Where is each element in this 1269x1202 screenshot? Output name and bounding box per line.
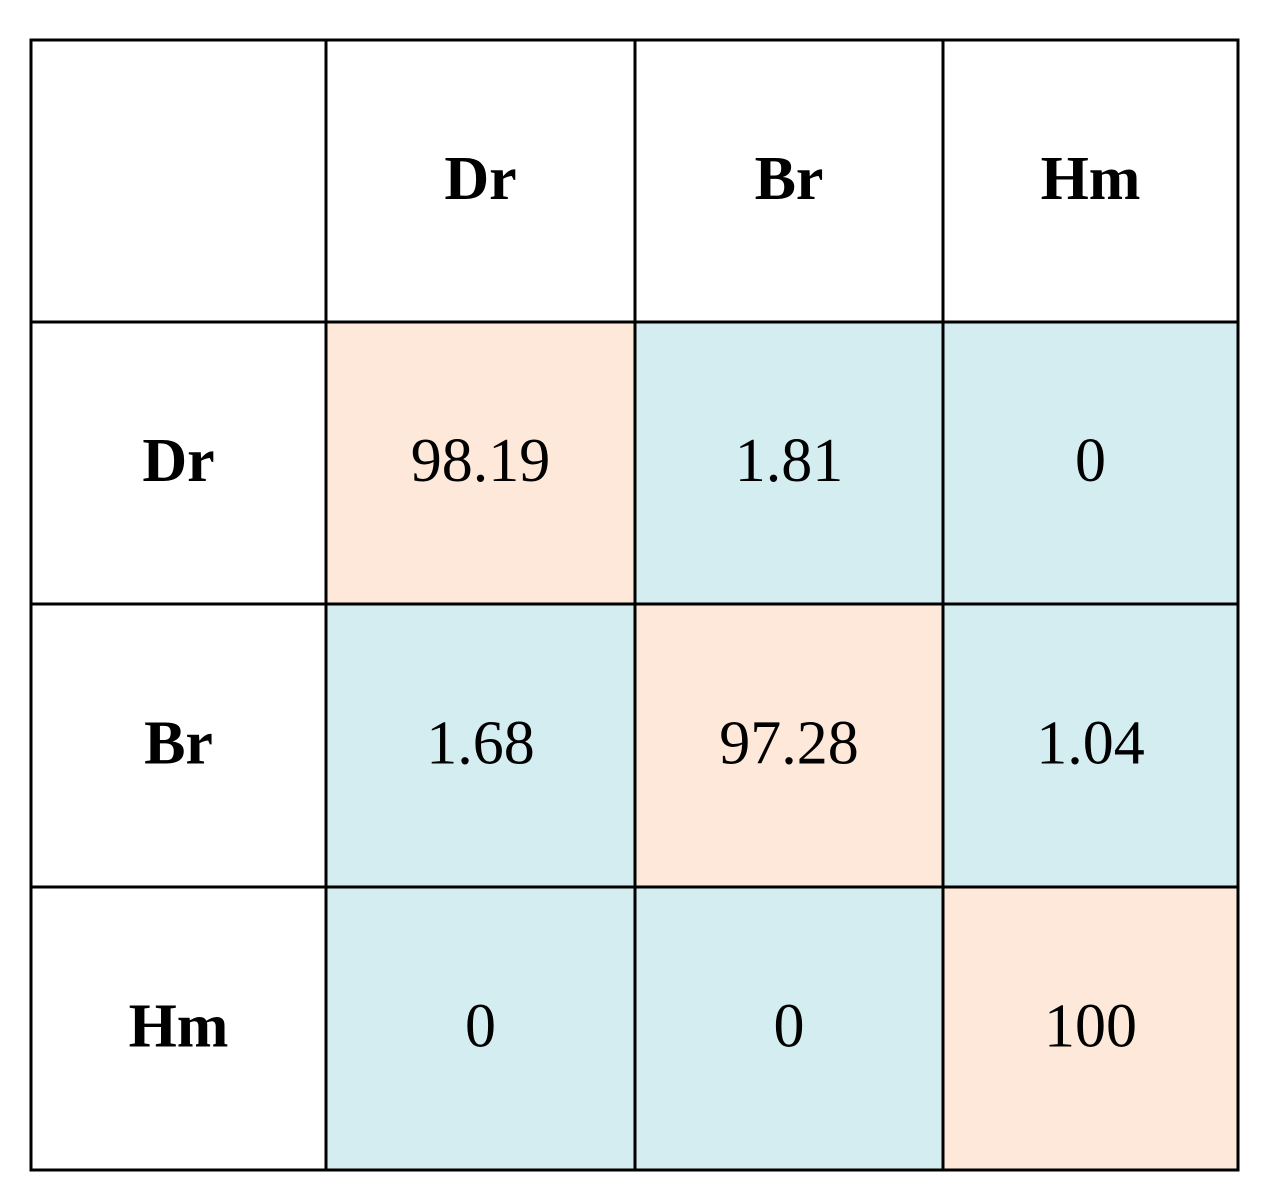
cell-value: 1.68 — [426, 710, 535, 778]
cell-value: 97.28 — [719, 710, 859, 778]
cell-value: 0 — [1075, 427, 1106, 495]
cell-value: 0 — [465, 993, 496, 1061]
cell-value: 98.19 — [411, 427, 551, 495]
cell-value: 1.04 — [1036, 710, 1145, 778]
table-cell — [324, 885, 637, 1172]
table-cell — [324, 38, 637, 324]
table-cell — [29, 885, 328, 1172]
cell-value: 0 — [774, 993, 805, 1061]
cell-value: 1.81 — [735, 427, 844, 495]
table-cell — [29, 602, 328, 889]
column-header: Br — [755, 145, 824, 213]
table-cell — [324, 320, 637, 606]
table-cell — [941, 602, 1240, 889]
table-cell — [633, 38, 945, 324]
table-cell — [633, 602, 945, 889]
row-header: Hm — [129, 993, 229, 1061]
column-header: Hm — [1041, 145, 1141, 213]
table-cell — [941, 885, 1240, 1172]
column-header: Dr — [444, 145, 516, 213]
row-header: Br — [144, 710, 213, 778]
table-cell — [633, 320, 945, 606]
row-header: Dr — [142, 427, 214, 495]
table-cell — [29, 38, 328, 324]
table-cell — [29, 320, 328, 606]
cell-value: 100 — [1044, 993, 1137, 1061]
table-cell — [633, 885, 945, 1172]
table-cell — [941, 38, 1240, 324]
